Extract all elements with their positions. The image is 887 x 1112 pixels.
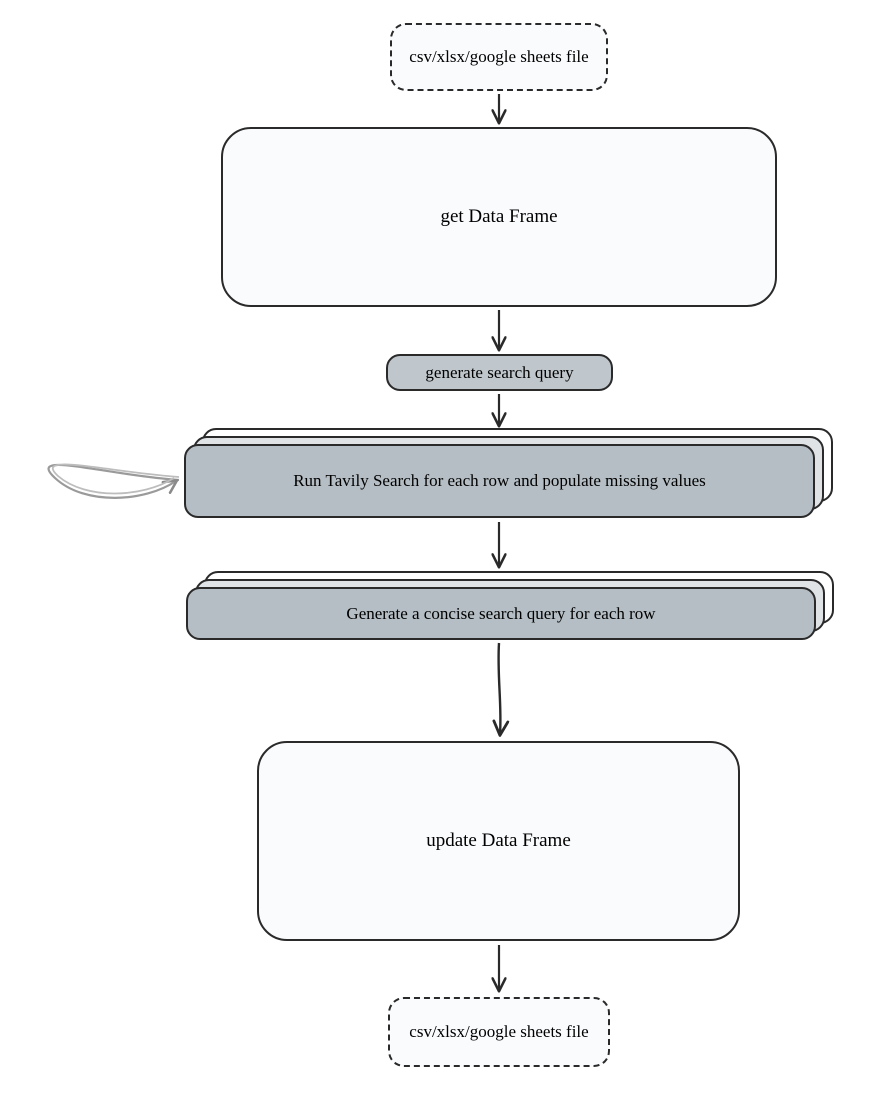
node-get-dataframe: get Data Frame [221,127,777,307]
node-update-dataframe: update Data Frame [257,741,740,941]
node-input-file: csv/xlsx/google sheets file [390,23,608,91]
node-output-file-label: csv/xlsx/google sheets file [409,1020,588,1044]
node-output-file: csv/xlsx/google sheets file [388,997,610,1067]
node-run-tavily: Run Tavily Search for each row and popul… [184,444,815,518]
node-get-dataframe-label: get Data Frame [440,204,557,231]
node-input-file-label: csv/xlsx/google sheets file [409,45,588,69]
node-run-tavily-label: Run Tavily Search for each row and popul… [293,471,706,491]
edge-concise-updatedf [499,643,501,734]
node-gen-concise: Generate a concise search query for each… [186,587,816,640]
edge-loop-tavily [49,465,179,498]
edge-loop-tavily-inner [53,464,179,493]
node-generate-search-query-label: generate search query [425,361,573,385]
node-update-dataframe-label: update Data Frame [426,828,571,855]
node-gen-concise-label: Generate a concise search query for each… [346,604,655,624]
node-generate-search-query: generate search query [386,354,613,391]
